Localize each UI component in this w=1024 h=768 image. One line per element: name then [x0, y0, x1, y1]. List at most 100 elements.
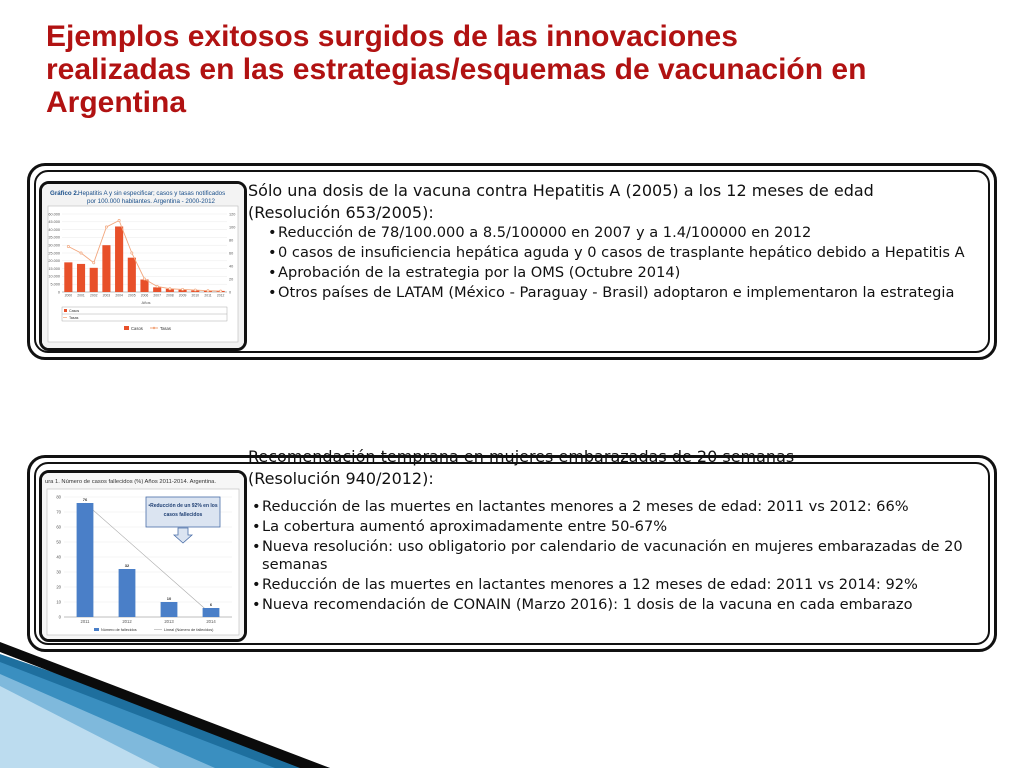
y2-tick-label: 40	[229, 264, 233, 268]
list-item: Otros países de LATAM (México - Paraguay…	[268, 284, 984, 302]
y-tick-label: 40	[56, 555, 61, 560]
hepatitis-chart-thumbnail: Gráfico 2. Hepatitis A y sin especificar…	[39, 181, 247, 351]
title-line-2: realizadas en las estrategias/esquemas d…	[46, 53, 867, 86]
point-tasas	[181, 287, 185, 291]
y2-tick-label: 80	[229, 238, 233, 242]
chart2-legend: Número de fallecidos Lineal (Número de f…	[94, 628, 214, 632]
decorative-stripes	[0, 642, 330, 768]
chart1-legend: Casos Tasas	[124, 326, 171, 331]
y2-tick-label: 120	[229, 212, 235, 216]
pregnancy-panel: ura 1. Número de casos fallecidos (%) Añ…	[27, 447, 997, 652]
x-tick-label: 2009	[179, 294, 187, 298]
chart1-title-bold: Gráfico 2.	[50, 190, 79, 197]
data-label: 6	[210, 602, 213, 607]
y-tick-label: 40.000	[48, 228, 60, 232]
y-tick-label: 10	[56, 600, 61, 605]
x-tick-label: 2002	[90, 294, 98, 298]
x-tick-label: 2001	[77, 294, 85, 298]
x-tick-label: 2006	[141, 294, 149, 298]
y-tick-label: 35.000	[48, 236, 60, 240]
list-item: Nueva recomendación de CONAIN (Marzo 201…	[252, 596, 992, 614]
table-label-casos: Casos	[69, 309, 79, 313]
bar-casos	[153, 287, 162, 292]
bar-casos	[89, 267, 98, 292]
x-tick-label: 2004	[115, 294, 123, 298]
y-tick-label: 45.000	[48, 220, 60, 224]
y-tick-label: 30	[56, 570, 61, 575]
y-tick-label: 0	[58, 290, 60, 294]
y-tick-label: 0	[59, 615, 62, 620]
legend-casos: Casos	[131, 326, 143, 331]
section1-heading-line2: (Resolución 653/2005):	[248, 203, 434, 222]
bar-fallecidos	[160, 602, 178, 617]
bar-casos	[76, 263, 86, 292]
y-tick-label: 60.000	[48, 212, 60, 216]
legend-tasas: Tasas	[160, 326, 171, 331]
x-tick-label: 2007	[153, 294, 161, 298]
y-tick-label: 60	[56, 525, 61, 530]
point-tasas	[193, 288, 197, 292]
x-tick-label: 2012	[122, 619, 132, 624]
bar-fallecidos	[118, 569, 136, 617]
hepatitis-a-panel: Gráfico 2. Hepatitis A y sin especificar…	[27, 163, 997, 360]
y2-tick-label: 20	[229, 277, 233, 281]
y-tick-label: 50	[56, 540, 61, 545]
point-tasas	[79, 251, 83, 255]
section2-heading-line1: Recomendación temprana en mujeres embara…	[248, 447, 795, 466]
chart2-title: ura 1. Número de casos fallecidos (%) Añ…	[45, 479, 216, 485]
point-tasas	[155, 285, 159, 288]
list-item: Aprobación de la estrategia por la OMS (…	[268, 264, 984, 282]
x-tick-label: 2011	[80, 619, 90, 624]
list-item: Reducción de 78/100.000 a 8.5/100000 en …	[268, 224, 984, 242]
point-tasas	[66, 245, 70, 248]
x-tick-label: 2012	[217, 294, 225, 298]
mortality-chart: ura 1. Número de casos fallecidos (%) Añ…	[42, 473, 244, 639]
x-tick-label: 2005	[128, 294, 136, 298]
point-tasas	[92, 261, 96, 265]
section1-heading: Sólo una dosis de la vacuna contra Hepat…	[248, 180, 988, 224]
x-tick-label: 2014	[206, 619, 216, 624]
list-item: Reducción de las muertes en lactantes me…	[252, 576, 992, 594]
bar-casos	[140, 279, 149, 292]
x-tick-label: 2003	[103, 294, 111, 298]
data-label: 32	[125, 563, 130, 568]
bar-fallecidos	[76, 503, 94, 617]
y-tick-label: 20	[56, 585, 61, 590]
callout-box: •Reducción de un 92% en los casos fallec…	[145, 496, 221, 544]
bar-casos	[115, 226, 124, 292]
title-line-3: Argentina	[46, 86, 187, 119]
y-tick-label: 15.000	[48, 267, 60, 271]
table-label-tasas: Tasas	[69, 316, 79, 320]
point-tasas	[206, 289, 210, 293]
x-tick-label: 2013	[164, 619, 174, 624]
point-tasas	[219, 289, 223, 293]
hepatitis-chart: Gráfico 2. Hepatitis A y sin especificar…	[42, 184, 244, 348]
chart1-title: Hepatitis A y sin especificar; casos y t…	[78, 190, 225, 197]
list-item: Nueva resolución: uso obligatorio por ca…	[252, 538, 992, 574]
callout-line2: casos fallecidos	[164, 512, 203, 518]
point-tasas	[130, 251, 134, 255]
y2-tick-label: 100	[229, 225, 235, 229]
legend-fallecidos: Número de fallecidos	[101, 628, 137, 632]
bar-casos	[127, 257, 136, 292]
point-tasas	[104, 225, 108, 229]
chart1-title-line2: por 100.000 habitantes. Argentina - 2000…	[87, 198, 216, 205]
section2-heading-line2: (Resolución 940/2012):	[248, 469, 434, 488]
y2-tick-label: 60	[229, 251, 233, 255]
x-tick-label: 2000	[65, 294, 73, 298]
y-tick-label: 30.000	[48, 244, 60, 248]
section2-heading: Recomendación temprana en mujeres embara…	[248, 446, 988, 490]
callout-line1: •Reducción de un 92% en los	[148, 503, 217, 509]
data-label: 10	[167, 596, 172, 601]
point-tasas	[168, 287, 172, 291]
x-tick-label: 2011	[204, 294, 211, 298]
y-tick-label: 10.000	[48, 275, 60, 279]
y-tick-label: 80	[56, 495, 61, 500]
y-tick-label: 20.000	[48, 259, 60, 263]
list-item: La cobertura aumentó aproximadamente ent…	[252, 518, 992, 536]
y-tick-label: 70	[56, 510, 61, 515]
y2-tick-label: 0	[229, 290, 231, 294]
legend-lineal: Lineal (Número de fallecidos)	[164, 628, 214, 632]
bar-casos	[64, 262, 73, 292]
arrow-down-icon	[172, 527, 194, 544]
